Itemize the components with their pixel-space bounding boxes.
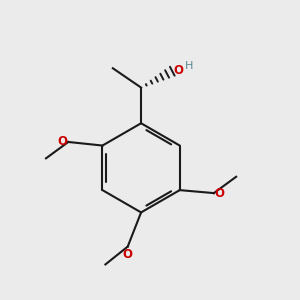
Text: O: O bbox=[57, 135, 68, 148]
Text: O: O bbox=[215, 187, 225, 200]
Text: H: H bbox=[185, 61, 193, 71]
Text: O: O bbox=[173, 64, 183, 76]
Text: O: O bbox=[123, 248, 133, 261]
